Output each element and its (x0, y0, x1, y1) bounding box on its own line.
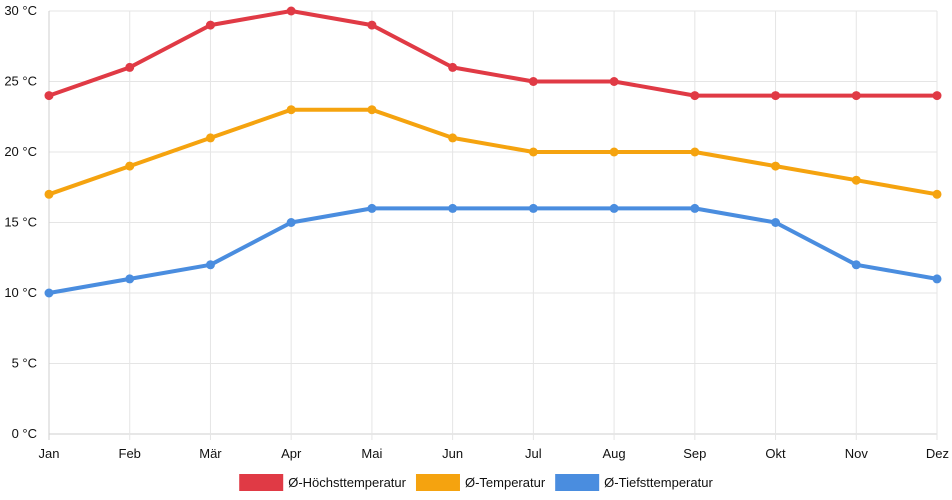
data-point[interactable] (205, 20, 215, 30)
data-point[interactable] (528, 203, 538, 213)
data-point[interactable] (286, 105, 296, 115)
data-point[interactable] (932, 189, 942, 199)
legend-item[interactable]: Ø-Tiefsttemperatur (555, 474, 713, 491)
axes: 0 °C 5 °C 10 °C 15 °C 20 °C 25 °C 30 °C Jan Feb M… (4, 3, 949, 461)
x-tick-label: Nov (845, 446, 869, 461)
data-point[interactable] (771, 91, 781, 101)
data-point[interactable] (448, 133, 458, 143)
data-point[interactable] (448, 203, 458, 213)
data-point[interactable] (771, 218, 781, 227)
x-tick-label: Feb (119, 446, 141, 461)
data-point[interactable] (528, 77, 538, 86)
series-line (47, 107, 939, 197)
legend-swatch (239, 474, 284, 491)
x-tick-label: Aug (603, 446, 626, 461)
data-point[interactable] (690, 203, 700, 213)
data-point[interactable] (367, 20, 377, 30)
x-tick-label: Jan (39, 446, 60, 461)
data-point[interactable] (932, 91, 942, 101)
x-tick-label: Okt (765, 446, 786, 461)
series-2 (44, 203, 942, 298)
legend-label: Ø-Tiefsttemperatur (604, 475, 713, 490)
y-tick-label: 5 °C (12, 356, 37, 371)
data-point[interactable] (125, 161, 135, 171)
data-point[interactable] (205, 260, 215, 270)
legend-swatch (415, 474, 460, 491)
data-point[interactable] (609, 147, 619, 157)
y-tick-label: 15 °C (4, 215, 37, 230)
data-point[interactable] (205, 133, 215, 143)
x-tick-label: Apr (281, 446, 302, 461)
series-lines (44, 6, 942, 298)
data-point[interactable] (690, 147, 700, 157)
y-tick-label: 10 °C (4, 285, 37, 300)
legend[interactable]: Ø-Höchsttemperatur Ø-Temperatur Ø-Tiefstte… (239, 474, 713, 491)
data-point[interactable] (851, 175, 861, 185)
x-tick-label: Sep (683, 446, 706, 461)
legend-swatch (555, 474, 600, 491)
series-line (47, 206, 939, 295)
legend-label: Ø-Höchsttemperatur (288, 475, 406, 490)
legend-item[interactable]: Ø-Temperatur (415, 474, 546, 491)
data-point[interactable] (690, 91, 700, 101)
data-point[interactable] (44, 189, 54, 199)
y-tick-label: 30 °C (4, 3, 37, 18)
data-point[interactable] (125, 62, 135, 72)
data-point[interactable] (609, 203, 619, 213)
data-point[interactable] (367, 203, 377, 213)
data-point[interactable] (771, 161, 781, 171)
data-point[interactable] (609, 77, 619, 86)
x-tick-label: Mär (199, 446, 222, 461)
y-tick-label: 20 °C (4, 144, 37, 159)
x-tick-label: Mai (361, 446, 382, 461)
series-1 (44, 105, 942, 199)
x-tick-label: Jun (442, 446, 463, 461)
legend-item[interactable]: Ø-Höchsttemperatur (239, 474, 407, 491)
data-point[interactable] (448, 62, 458, 72)
data-point[interactable] (44, 91, 54, 101)
y-tick-label: 25 °C (4, 74, 37, 89)
data-point[interactable] (286, 218, 296, 227)
data-point[interactable] (286, 6, 296, 16)
data-point[interactable] (851, 260, 861, 270)
legend-label: Ø-Temperatur (465, 475, 546, 490)
data-point[interactable] (44, 288, 54, 298)
x-tick-label: Jul (525, 446, 542, 461)
grid (48, 10, 938, 440)
data-point[interactable] (367, 105, 377, 115)
series-line (47, 9, 939, 98)
y-tick-label: 0 °C (12, 426, 37, 441)
data-point[interactable] (932, 274, 942, 284)
data-point[interactable] (528, 147, 538, 157)
series-0 (44, 6, 942, 101)
data-point[interactable] (851, 91, 861, 101)
data-point[interactable] (125, 274, 135, 284)
x-tick-label: Dez (926, 446, 949, 461)
